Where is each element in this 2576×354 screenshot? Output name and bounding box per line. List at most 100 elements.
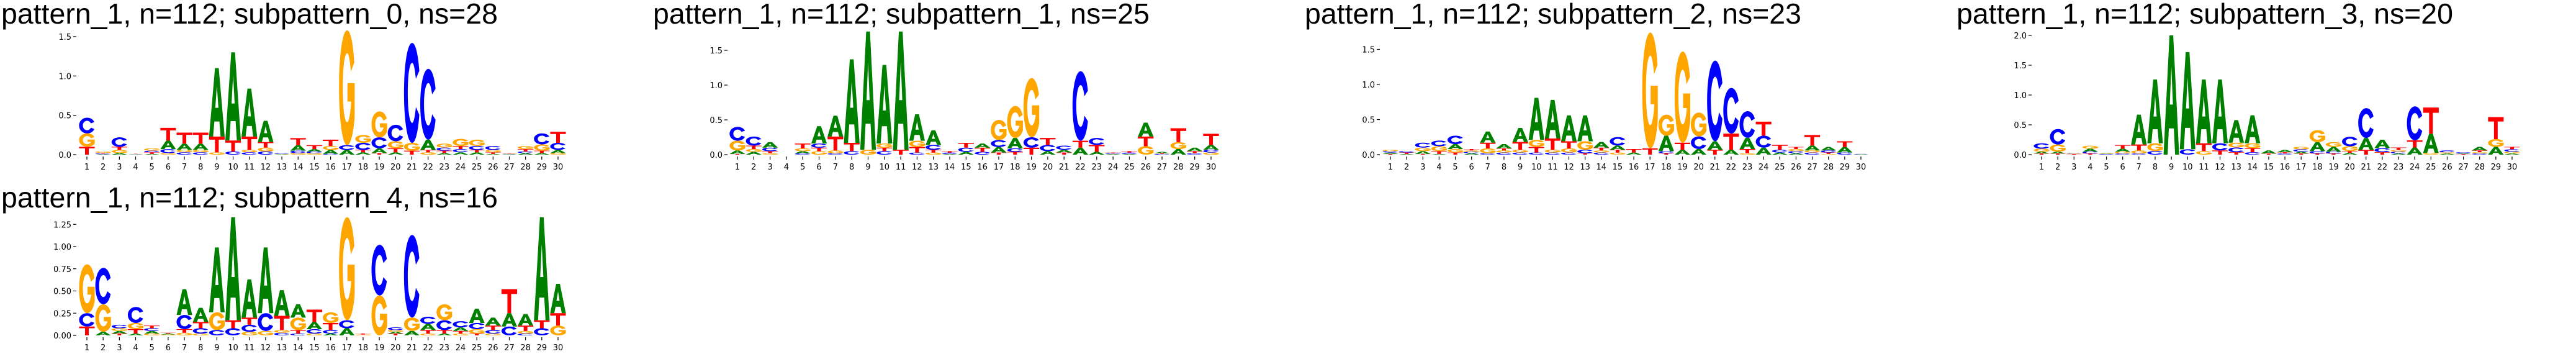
logo-column-29 [1837, 141, 1853, 155]
panel-subpattern-0: pattern_1, n=112; subpattern_0, ns=28 0.… [1, 0, 566, 172]
logo-letter-G [485, 334, 501, 335]
x-tick-label: 5 [800, 163, 805, 172]
logo-column-16 [323, 312, 339, 335]
logo-column-14 [290, 138, 306, 155]
logo-letter-T [436, 150, 453, 153]
logo-letter-C [501, 153, 517, 155]
logo-letter-G [258, 147, 274, 152]
logo-letter-C [909, 152, 925, 155]
logo-letter-T [876, 147, 893, 152]
logo-letter-T [1723, 134, 1739, 150]
logo-letter-G [745, 149, 762, 152]
logo-letter-C [1739, 111, 1755, 138]
logo-column-9 [209, 247, 225, 335]
logo-column-24 [453, 321, 469, 335]
logo-column-1 [1382, 150, 1398, 155]
y-tick-label: 0.25 [53, 309, 71, 319]
logo-letter-T [176, 329, 192, 333]
logo-letter-C [274, 332, 290, 335]
logo-letter-A [1138, 122, 1154, 137]
logo-letter-G [518, 330, 534, 334]
x-tick-label: 2 [101, 163, 106, 172]
x-tick-label: 20 [390, 163, 401, 172]
logo-letter-G [2066, 153, 2082, 155]
logo-letter-A [241, 279, 258, 318]
logo-letter-C [2293, 149, 2309, 152]
logo-letter-A [860, 31, 876, 150]
logo-letter-G [909, 140, 925, 147]
x-tick-label: 19 [374, 343, 385, 353]
logo-letter-A [1203, 145, 1219, 150]
logo-letter-T [1593, 147, 1610, 151]
logo-letter-A [339, 328, 355, 335]
logo-letter-A [127, 334, 144, 335]
x-tick-label: 23 [1092, 163, 1102, 172]
logo-letter-C [1056, 145, 1072, 150]
logo-letter-A [2147, 79, 2163, 143]
logo-column-23 [436, 304, 453, 335]
x-tick-label: 25 [472, 163, 482, 172]
logo-column-8 [192, 132, 209, 155]
logo-letter-C [518, 151, 533, 153]
logo-letter-A [1707, 141, 1723, 150]
logo-letter-C [1821, 150, 1836, 153]
x-tick-label: 25 [472, 343, 482, 353]
y-tick-label: 0.75 [53, 265, 71, 275]
logo-column-16 [323, 139, 339, 155]
logo-letter-C [1121, 152, 1137, 154]
logo-letter-T [534, 320, 550, 329]
logo-letter-T [1448, 152, 1464, 155]
logo-letter-T [795, 143, 811, 148]
logo-letter-A [2293, 152, 2309, 154]
logo-letter-G [79, 264, 95, 314]
logo-letter-T [909, 147, 925, 153]
logo-letter-A [258, 120, 274, 142]
logo-letter-C [258, 313, 273, 331]
logo-letter-A [534, 153, 550, 155]
x-tick-label: 29 [2491, 163, 2502, 172]
logo-letter-C [1544, 152, 1560, 155]
logo-letter-A [518, 153, 534, 155]
logo-letter-G [241, 150, 258, 153]
logo-letter-G [1577, 141, 1593, 150]
x-tick-label: 12 [261, 343, 271, 353]
x-tick-label: 9 [214, 163, 219, 172]
logo-letter-A [518, 314, 534, 326]
logo-letter-G [420, 334, 436, 335]
y-tick-label: 1.5 [1362, 46, 1375, 55]
logo-letter-C [290, 150, 306, 153]
logo-column-20 [1691, 112, 1707, 155]
logo-letter-T [534, 150, 550, 153]
x-tick-label: 14 [293, 343, 304, 353]
logo-letter-A [469, 152, 485, 155]
logo-letter-C [1382, 151, 1398, 153]
logo-letter-G [403, 142, 420, 151]
logo-letter-G [209, 152, 225, 155]
logo-letter-A [2325, 147, 2342, 152]
logo-letter-C [1755, 135, 1772, 148]
x-tick-label: 16 [1629, 163, 1639, 172]
logo-letter-T [2504, 147, 2520, 150]
x-tick-label: 20 [1693, 163, 1704, 172]
logo-letter-A [2115, 148, 2131, 152]
logo-letter-C [2179, 149, 2195, 155]
logo-letter-C [2325, 152, 2341, 154]
logo-letter-C [925, 145, 941, 150]
x-tick-label: 24 [456, 343, 466, 353]
logo-letter-C [1105, 153, 1121, 154]
x-tick-label: 10 [228, 343, 238, 353]
logo-letter-A [1105, 153, 1121, 155]
logo-column-16 [1626, 148, 1642, 155]
logo-letter-A [795, 151, 811, 153]
logo-letter-A [991, 147, 1007, 153]
logo-letter-C [306, 151, 322, 153]
logo-letter-G [209, 312, 225, 330]
x-tick-label: 25 [1775, 163, 1785, 172]
x-tick-label: 9 [1518, 163, 1523, 172]
logo-letter-G [1203, 152, 1219, 155]
logo-letter-A [1853, 154, 1869, 155]
x-tick-label: 11 [2199, 163, 2209, 172]
y-tick-label: 0.50 [53, 288, 71, 297]
logo-letter-G [1610, 152, 1626, 155]
logo-letter-A [306, 149, 322, 152]
